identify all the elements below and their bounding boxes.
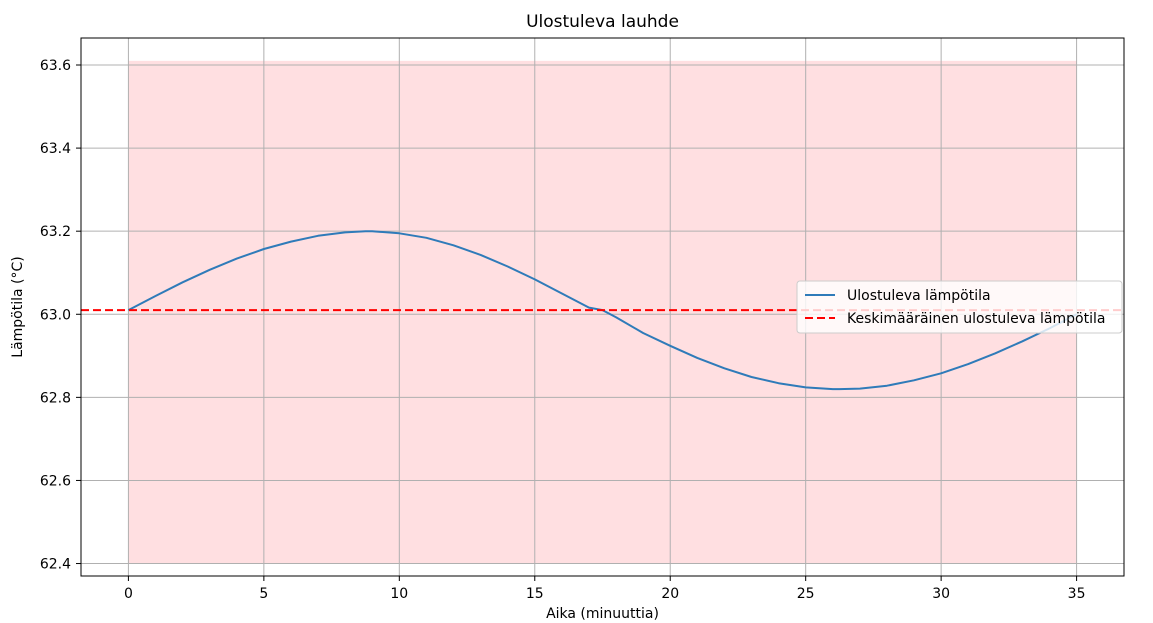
- y-tick-label: 63.2: [40, 224, 71, 240]
- x-tick-label: 30: [932, 586, 950, 602]
- x-tick-label: 0: [124, 586, 133, 602]
- x-axis-label: Aika (minuuttia): [546, 606, 659, 622]
- chart-title: Ulostuleva lauhde: [526, 12, 679, 32]
- x-tick-label: 35: [1068, 586, 1086, 602]
- x-tick-label: 20: [661, 586, 679, 602]
- legend-entry-label: Ulostuleva lämpötila: [847, 288, 991, 304]
- y-tick-label: 63.0: [40, 307, 71, 323]
- y-tick-label: 62.6: [40, 473, 71, 489]
- x-tick-label: 10: [390, 586, 408, 602]
- legend-entry-label: Keskimääräinen ulostuleva lämpötila: [847, 311, 1105, 327]
- y-tick-label: 62.8: [40, 390, 71, 406]
- y-axis-label: Lämpötila (°C): [10, 256, 26, 357]
- y-tick-label: 63.4: [40, 141, 71, 157]
- y-tick-label: 63.6: [40, 58, 71, 74]
- x-tick-label: 5: [259, 586, 268, 602]
- plot-frame: [80, 37, 1125, 577]
- y-tick-label: 62.4: [40, 557, 71, 573]
- x-tick-label: 25: [797, 586, 815, 602]
- ticks-layer: 0 5 10 15 20 25 30 35 62.4 62.6 62.8 63.0 63.2 63.4 63…: [40, 58, 1086, 602]
- legend-box: [796, 280, 1123, 334]
- x-tick-label: 15: [526, 586, 544, 602]
- legend: Ulostuleva lämpötila Keskimääräinen ulost…: [796, 280, 1123, 334]
